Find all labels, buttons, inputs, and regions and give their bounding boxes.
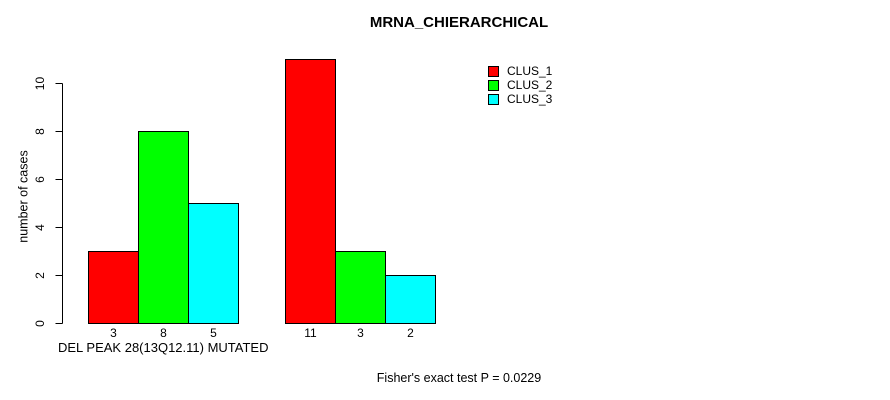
chart-title: MRNA_CHIERARCHICAL (369, 14, 549, 31)
legend-label: CLUS_1 (507, 64, 553, 78)
legend: CLUS_1 CLUS_2 CLUS_3 (488, 65, 552, 105)
bar-clus_1-group-1 (88, 251, 139, 324)
legend-label: CLUS_3 (507, 92, 553, 106)
legend-item-clus_2: CLUS_2 (488, 79, 552, 91)
bar-clus_2-group-1 (138, 131, 189, 324)
y-tick-label: 8 (33, 128, 47, 135)
bar-clus_2-group-2 (335, 251, 386, 324)
legend-item-clus_1: CLUS_1 (488, 65, 552, 77)
legend-swatch-icon (488, 79, 499, 91)
y-tick-label: 2 (33, 272, 47, 279)
bar-count-label: 3 (110, 326, 117, 340)
fisher-test-annotation: Fisher's exact test P = 0.0229 (376, 371, 542, 385)
legend-item-clus_3: CLUS_3 (488, 93, 552, 105)
legend-swatch-icon (488, 65, 499, 77)
bar-clus_3-group-1 (188, 203, 239, 324)
bar-clus_1-group-2 (285, 59, 336, 324)
bar-count-label: 3 (357, 326, 364, 340)
bar-count-label: 5 (210, 326, 217, 340)
bar-count-label: 2 (407, 326, 414, 340)
bar-clus_3-group-2 (385, 275, 436, 324)
y-tick-label: 6 (33, 176, 47, 183)
y-tick-label: 10 (33, 77, 47, 91)
y-tick-label: 4 (33, 224, 47, 231)
x-axis-label: DEL PEAK 28(13Q12.11) MUTATED (58, 340, 269, 355)
bar-count-label: 11 (304, 326, 317, 340)
legend-swatch-icon (488, 93, 499, 105)
legend-label: CLUS_2 (507, 78, 553, 92)
y-tick-label: 0 (33, 320, 47, 327)
bar-count-label: 8 (160, 326, 167, 340)
